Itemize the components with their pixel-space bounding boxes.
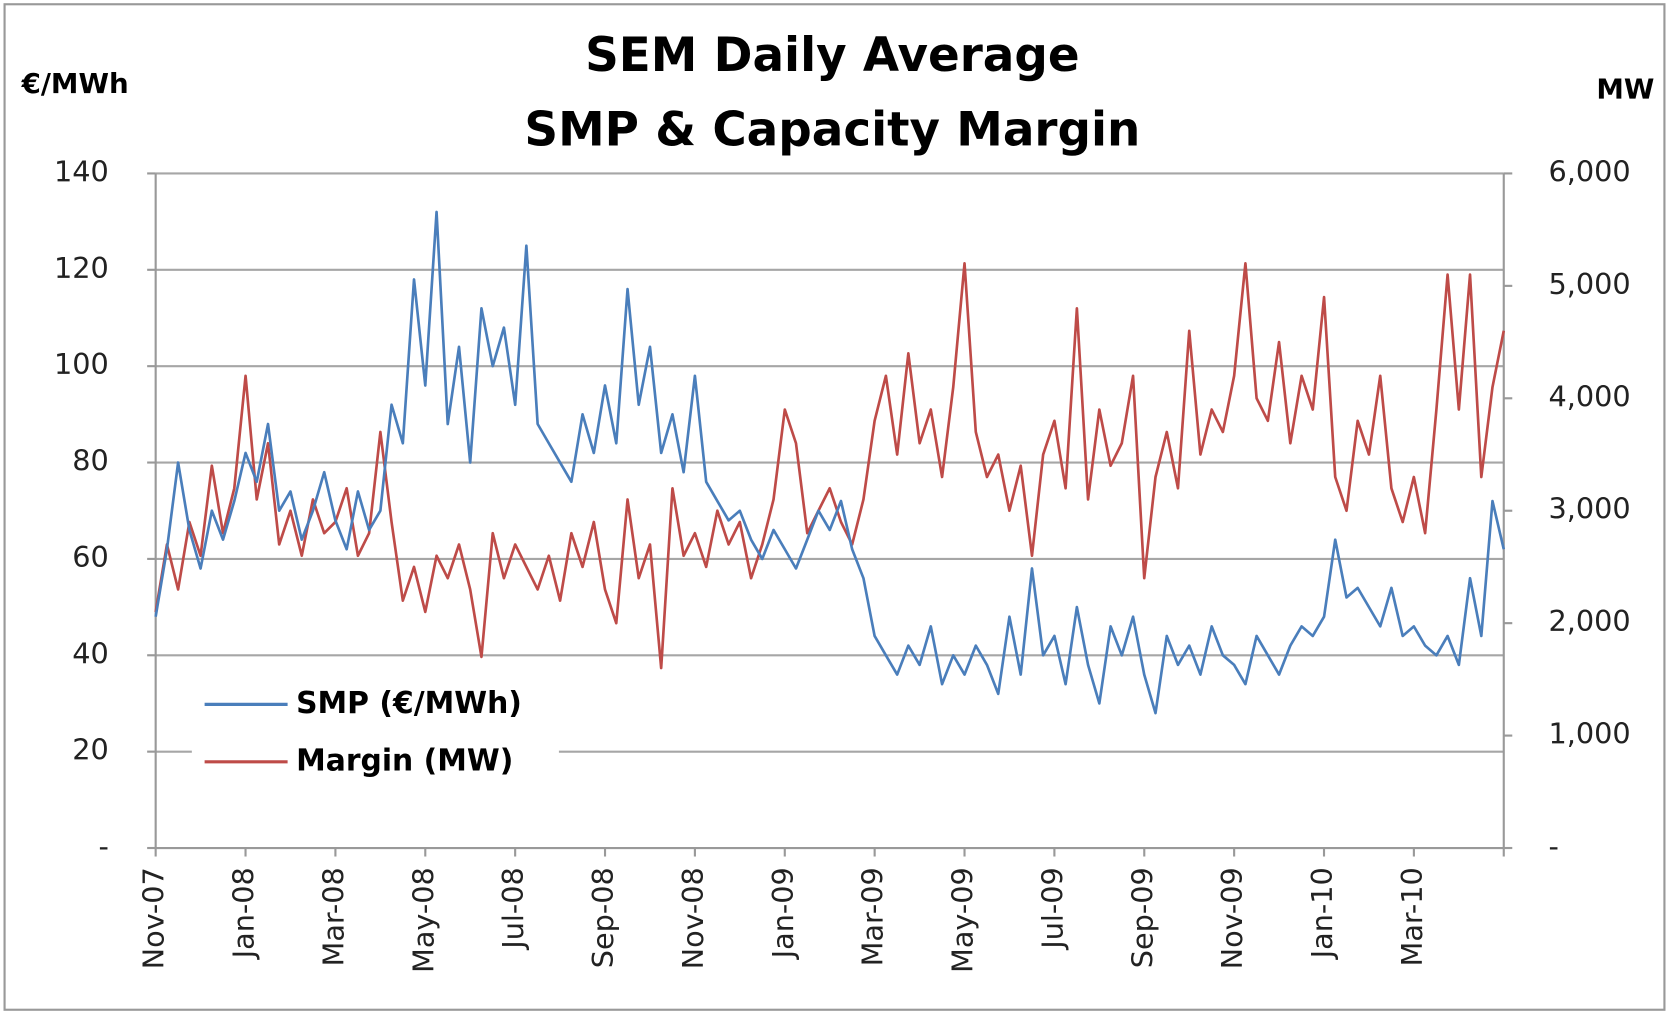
y-tick-label: 80 (72, 444, 109, 478)
x-tick-label: Sep-08 (586, 867, 620, 968)
x-tick-label: Nov-09 (1215, 867, 1249, 969)
x-tick-label: Mar-09 (856, 867, 890, 966)
y-tick-label: 40 (72, 636, 109, 670)
x-tick-label: May-09 (946, 867, 980, 973)
y-tick-label: 60 (72, 540, 109, 574)
y2-tick-label: 5,000 (1548, 267, 1630, 301)
legend-box (191, 675, 559, 783)
y-tick-label: - (98, 829, 108, 863)
data-line (154, 262, 1506, 670)
y2-tick-label: 6,000 (1548, 154, 1630, 188)
y2-tick-label: - (1548, 829, 1558, 863)
x-tick-label: Jan-09 (766, 867, 800, 960)
x-tick-label: Jan-10 (1305, 867, 1339, 960)
legend: SMP (€/MWh) Margin (MW) (191, 675, 559, 783)
chart-title: SMP & Capacity Margin (524, 104, 1140, 158)
x-tick-label: Mar-10 (1395, 867, 1429, 966)
y-tick-label: 20 (72, 733, 109, 767)
y-tick-label: 140 (54, 154, 109, 188)
x-tick-label: Sep-09 (1125, 867, 1159, 968)
y2-axis-label: MW (1596, 72, 1654, 105)
chart-title: SEM Daily Average (585, 29, 1080, 83)
y-tick-label: 100 (54, 347, 109, 381)
y2-tick-label: 2,000 (1548, 604, 1630, 638)
y2-tick-label: 4,000 (1548, 379, 1630, 413)
x-tick-label: Jan-08 (227, 867, 261, 960)
x-tick-label: Mar-08 (316, 867, 350, 966)
legend-label: SMP (€/MWh) (296, 686, 522, 721)
y-tick-label: 120 (54, 251, 109, 285)
x-tick-label: Jul-08 (496, 867, 530, 951)
data-line (154, 210, 1506, 715)
legend-label: Margin (MW) (296, 743, 513, 778)
y-axis-label: €/MWh (21, 67, 129, 100)
x-tick-label: Nov-08 (676, 867, 710, 969)
x-tick-label: Nov-07 (137, 867, 171, 969)
x-tick-label: Jul-09 (1035, 867, 1069, 951)
x-tick-label: May-08 (406, 867, 440, 973)
y2-tick-label: 1,000 (1548, 717, 1630, 751)
y2-tick-label: 3,000 (1548, 492, 1630, 526)
